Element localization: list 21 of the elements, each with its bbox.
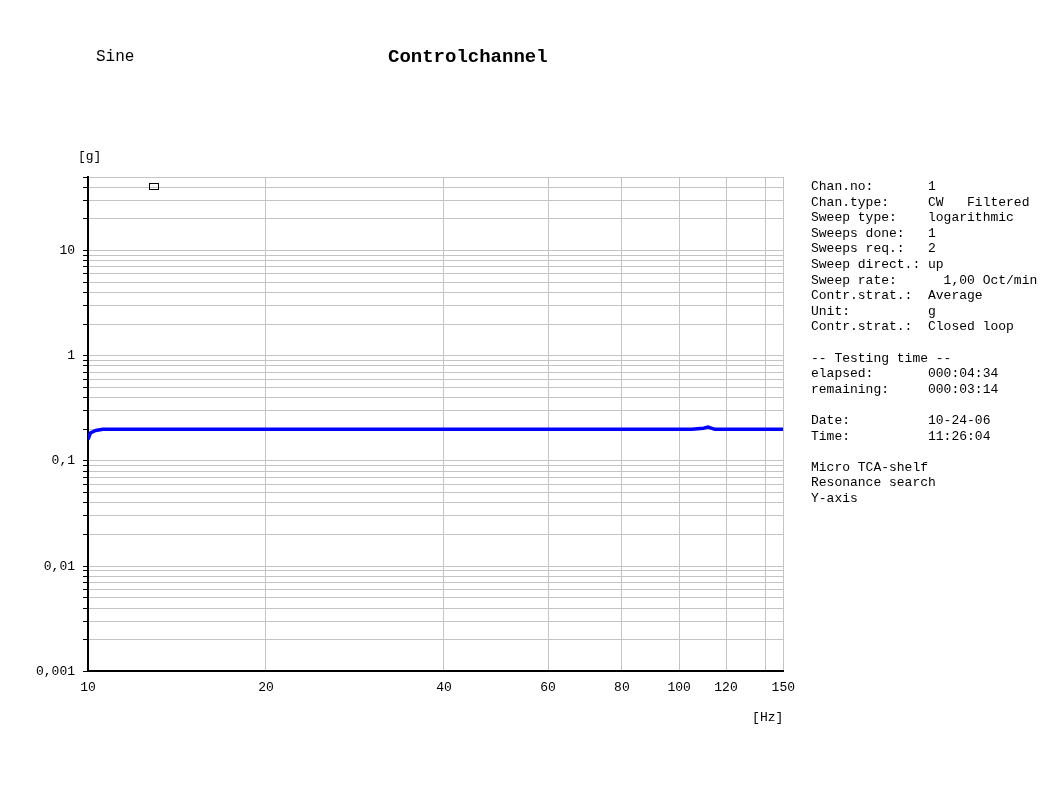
text: -- Testing time -- elapsed: 000:04:34 remaining: 000:03:14 xyxy=(811,350,1000,398)
x-tick-label: 20 xyxy=(258,679,274,695)
y-tick-label: 1 xyxy=(67,348,76,364)
y-tick-label: 0,01 xyxy=(43,558,76,574)
y-tick-label: 0,1 xyxy=(51,453,76,469)
x-tick-label: 60 xyxy=(540,679,556,695)
chart-title: Controlchannel xyxy=(388,46,548,68)
text: Date: 10-24-06 Time: 11:26:04 xyxy=(811,412,992,445)
y-axis-title: [g] xyxy=(78,148,102,164)
chart-subtitle: Sine xyxy=(96,48,135,66)
x-tick-label: 40 xyxy=(436,679,452,695)
y-tick-label: 10 xyxy=(59,242,76,258)
x-tick-label: 120 xyxy=(714,679,738,695)
x-tick-label: 10 xyxy=(80,679,96,695)
x-tick-label: 80 xyxy=(614,679,630,695)
x-axis-title: [Hz] xyxy=(752,710,784,726)
text: Micro TCA-shelf Resonance search Y-axis xyxy=(811,459,937,507)
x-tick-label: 100 xyxy=(667,679,691,695)
x-tick-label: 150 xyxy=(771,679,795,695)
text: Chan.no: 1 Chan.type: CW Filtered Sweep type: logarithmic Sweeps done: 1 Sweeps req.: 2 Sweep direct.: up Sweep rate: 1,00 Oct/min Contr.strat.: Average Unit: g Contr.strat.: Closed loop xyxy=(811,179,1038,335)
y-tick-label: 0,001 xyxy=(35,663,76,679)
